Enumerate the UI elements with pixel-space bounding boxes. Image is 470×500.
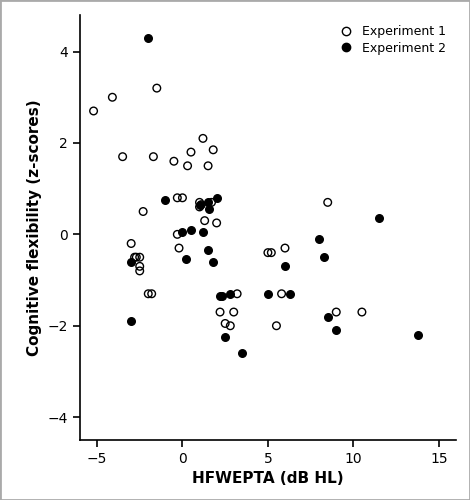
Point <box>278 290 285 298</box>
Point <box>332 326 340 334</box>
Point <box>221 333 229 341</box>
Point <box>148 290 156 298</box>
Point <box>273 322 280 330</box>
Point <box>213 194 220 202</box>
Point <box>136 253 143 261</box>
Point <box>149 152 157 160</box>
Point <box>136 262 143 270</box>
Point <box>216 308 224 316</box>
Point <box>216 292 224 300</box>
Point <box>286 290 294 298</box>
Point <box>197 200 205 208</box>
Point <box>415 331 422 339</box>
Point <box>153 84 161 92</box>
Point <box>196 203 204 211</box>
Y-axis label: Cognitive flexibility (z-scores): Cognitive flexibility (z-scores) <box>27 99 42 356</box>
Point <box>332 308 340 316</box>
Point <box>221 320 229 328</box>
Point <box>184 162 191 170</box>
Point <box>264 290 272 298</box>
Point <box>140 208 147 216</box>
Point <box>324 312 331 320</box>
Point <box>264 248 272 256</box>
Point <box>234 290 241 298</box>
Point <box>136 267 143 275</box>
Point <box>109 94 116 102</box>
Point <box>162 196 169 204</box>
Point <box>213 219 220 227</box>
Point <box>173 230 181 238</box>
Point <box>127 258 135 266</box>
Point <box>227 322 234 330</box>
Point <box>131 253 138 261</box>
Point <box>321 253 328 261</box>
Point <box>204 162 212 170</box>
Legend: Experiment 1, Experiment 2: Experiment 1, Experiment 2 <box>329 21 450 59</box>
Point <box>196 200 204 208</box>
Point <box>204 246 212 254</box>
Point <box>119 152 126 160</box>
Point <box>179 194 186 202</box>
Point <box>210 258 217 266</box>
Point <box>127 240 135 248</box>
Point <box>238 349 246 357</box>
X-axis label: HFWEPTA (dB HL): HFWEPTA (dB HL) <box>192 472 344 486</box>
Point <box>173 194 181 202</box>
Point <box>196 198 204 206</box>
Point <box>227 290 234 298</box>
Point <box>208 198 215 206</box>
Point <box>324 198 331 206</box>
Point <box>267 248 275 256</box>
Point <box>187 226 195 234</box>
Point <box>144 290 152 298</box>
Point <box>170 157 178 165</box>
Point <box>127 317 135 325</box>
Point <box>144 34 152 42</box>
Point <box>179 228 186 236</box>
Point <box>90 107 97 115</box>
Point <box>182 256 189 264</box>
Point <box>358 308 366 316</box>
Point <box>210 146 217 154</box>
Point <box>230 308 237 316</box>
Point <box>315 235 323 243</box>
Point <box>199 134 207 142</box>
Point <box>205 205 213 213</box>
Point <box>133 253 140 261</box>
Point <box>375 214 383 222</box>
Point <box>281 262 289 270</box>
Point <box>175 244 183 252</box>
Point <box>281 244 289 252</box>
Point <box>204 198 212 206</box>
Point <box>187 148 195 156</box>
Point <box>201 216 208 224</box>
Point <box>199 228 207 236</box>
Point <box>218 292 226 300</box>
